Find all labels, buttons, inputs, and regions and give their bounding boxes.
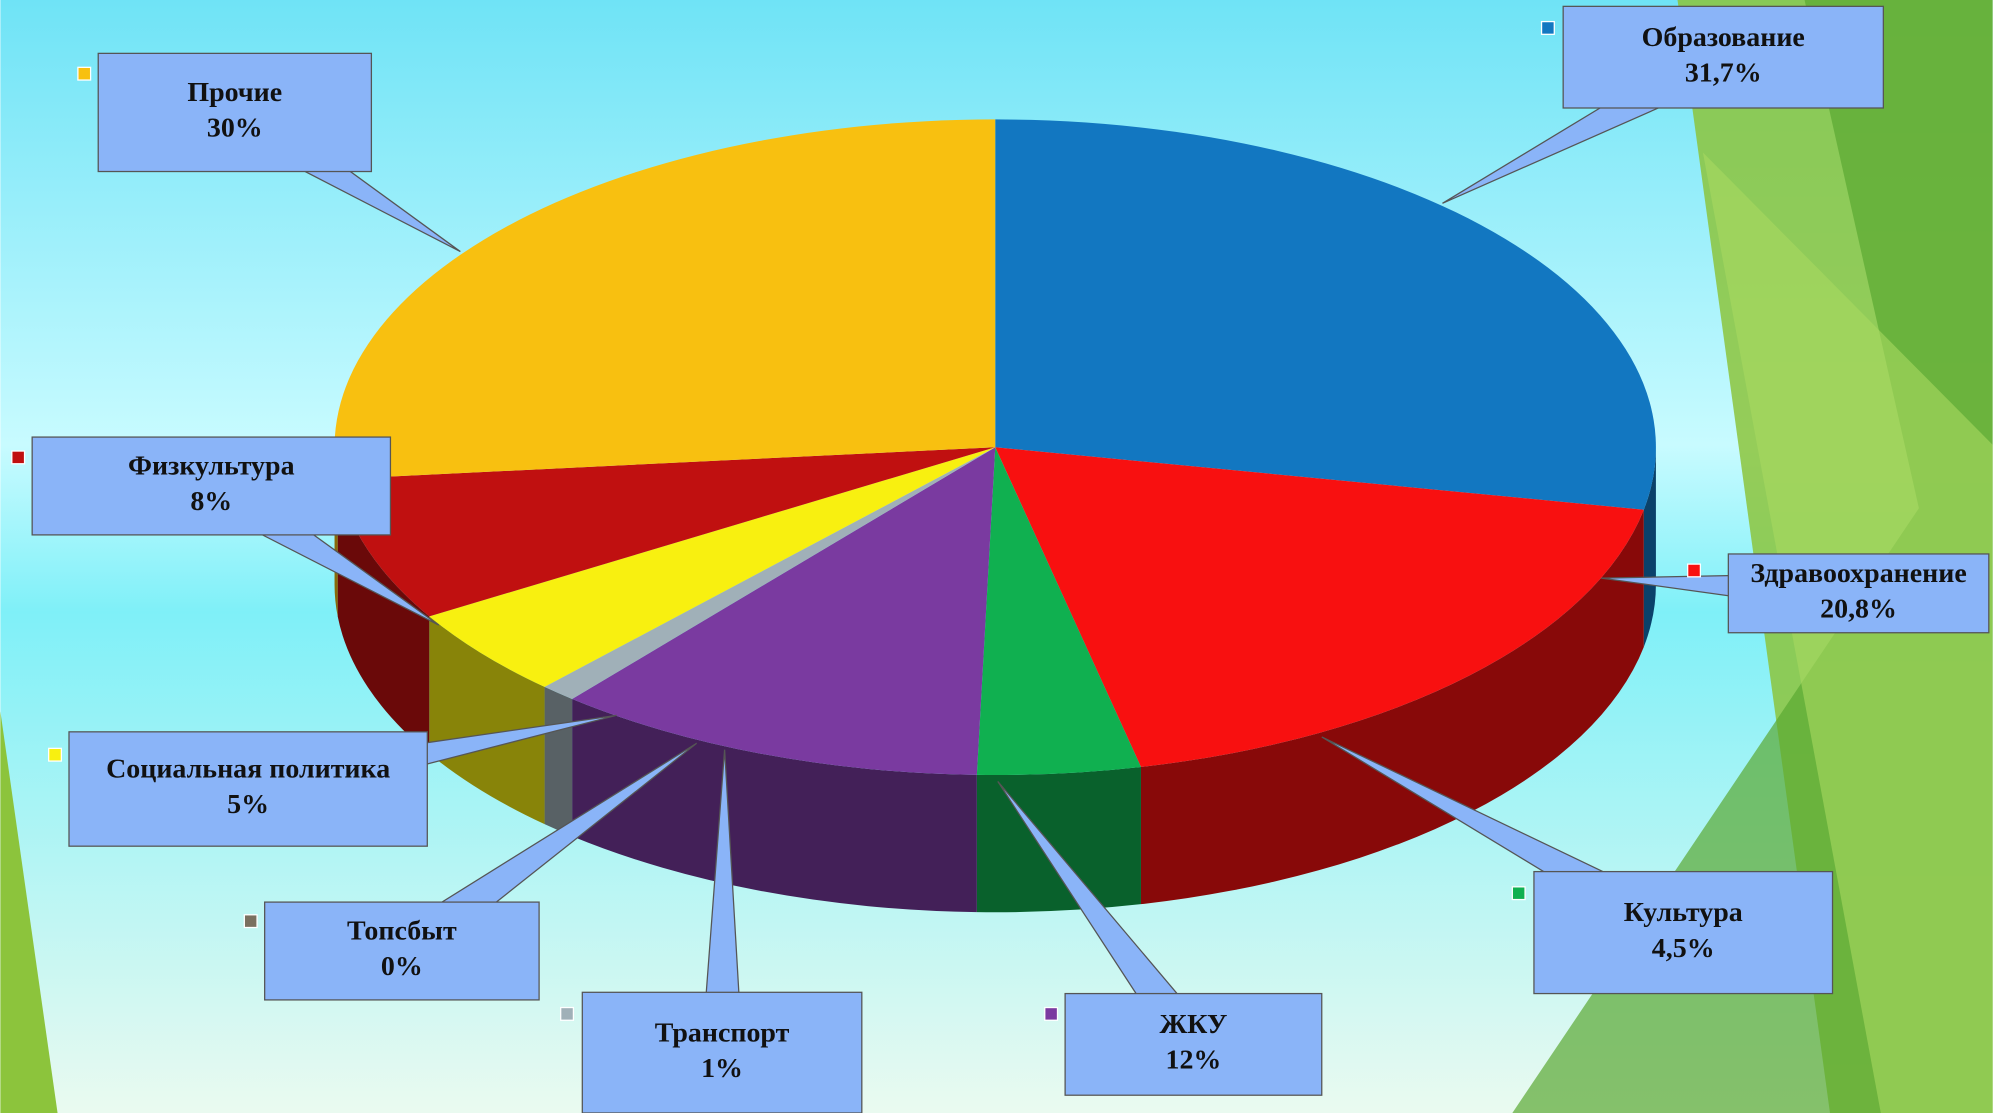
category-label: Транспорт [655,1017,790,1048]
pie-tops [335,119,1656,775]
value-label: 5% [227,789,269,820]
category-label: Культура [1624,897,1743,928]
category-label: Здравоохранение [1750,558,1966,589]
slice-side [545,687,573,836]
legend-key [78,67,91,80]
value-label: 4,5% [1652,933,1715,964]
legend-key [1688,564,1701,577]
value-label: 1% [701,1053,743,1084]
page: Образование 31,7% Здравоохранение 20,8% Куль… [0,0,1993,1113]
chart: Образование 31,7% Здравоохранение 20,8% Куль… [0,0,1993,1113]
legend-key [1542,22,1555,35]
value-label: 0% [381,951,423,982]
category-label: Топсбыт [347,916,457,947]
value-label: 31,7% [1685,57,1762,88]
category-label: Физкультура [128,451,295,482]
legend-key [561,1008,574,1021]
slice-side [977,767,1141,912]
value-label: 20,8% [1820,594,1897,625]
value-label: 8% [190,486,232,517]
legend-key [1512,887,1525,900]
value-label: 12% [1165,1045,1221,1076]
value-label: 30% [207,113,263,144]
legend-key [1045,1008,1058,1021]
legend-key [12,451,25,464]
category-label: Социальная политика [106,754,390,785]
category-label: ЖКУ [1160,1009,1228,1040]
category-label: Образование [1642,22,1805,53]
legend-key [244,915,257,928]
category-label: Прочие [187,77,282,108]
legend-key [49,748,62,761]
